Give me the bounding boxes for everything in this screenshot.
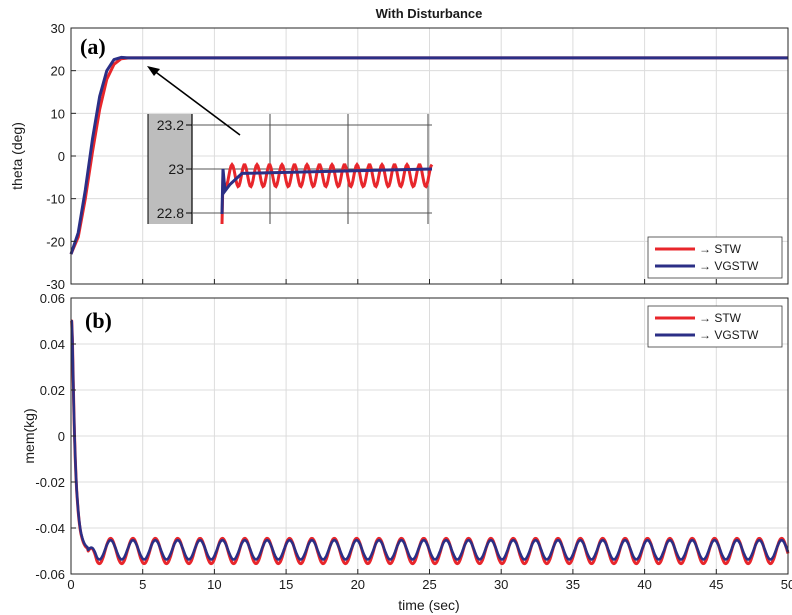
panel-b: 0 5 10 15 20 25 30 35 40 45 50 -0.06 -0.04 -0.02 0 0.02… (21, 291, 792, 613)
y-tick-label-a: 20 (51, 64, 65, 79)
inset-y-tick-label: 23.2 (157, 117, 184, 133)
x-tick-label: 45 (709, 577, 723, 592)
inset-axis-band (148, 114, 192, 224)
x-axis-label: time (sec) (398, 597, 459, 613)
x-tick-label: 10 (207, 577, 221, 592)
y-tick-label-a: -10 (46, 192, 65, 207)
zoom-arrow-head (147, 66, 160, 76)
x-tick-label: 35 (566, 577, 580, 592)
series-line-a-vgstw (69, 55, 788, 255)
legend-b: → STW → VGSTW (647, 305, 783, 348)
inset-series-stw (220, 162, 434, 225)
y-tick-label-b: 0.02 (40, 383, 65, 398)
x-tick-label: 40 (637, 577, 651, 592)
y-tick-label-b: 0 (58, 429, 65, 444)
y-tick-label-a: 10 (51, 106, 65, 121)
y-tick-label-b: -0.06 (35, 567, 65, 582)
y-tick-label-b: 0.04 (40, 337, 65, 352)
y-tick-label-a: 0 (58, 149, 65, 164)
x-tick-label: 0 (67, 577, 74, 592)
x-tick-label: 20 (351, 577, 365, 592)
y-axis-label-b: mem(kg) (21, 408, 37, 463)
panel-a: -30 -20 -10 0 10 20 30 With Disturbance theta … (9, 6, 789, 292)
zoom-arrow (152, 69, 241, 136)
y-tick-label-b: -0.02 (35, 475, 65, 490)
legend-a-stw: → STW (699, 242, 742, 256)
panel-label-b: (b) (85, 308, 112, 333)
legend-a-vgstw: → VGSTW (699, 259, 759, 273)
legend-b-vgstw: → VGSTW (699, 328, 759, 342)
y-tick-label-b: 0.06 (40, 291, 65, 306)
x-tick-label: 5 (139, 577, 146, 592)
y-tick-label-a: -30 (46, 277, 65, 292)
x-tick-label: 50 (781, 577, 792, 592)
zoom-inset: 23.2 23 22.8 (147, 114, 434, 225)
x-tick-label: 15 (279, 577, 293, 592)
y-tick-label-a: 30 (51, 21, 65, 36)
y-tick-label-b: -0.04 (35, 521, 65, 536)
panel-label-a: (a) (80, 34, 106, 59)
series-line-b-vgstw (70, 319, 790, 561)
legend-a: → STW → VGSTW (647, 236, 783, 279)
y-axis-label-a: theta (deg) (9, 122, 25, 190)
chart-title: With Disturbance (376, 6, 483, 21)
inset-y-tick-label: 23 (168, 161, 184, 177)
inset-y-tick-label: 22.8 (157, 205, 184, 221)
legend-b-stw: → STW (699, 311, 742, 325)
y-tick-label-a: -20 (46, 234, 65, 249)
inset-series-vgstw (220, 167, 433, 215)
x-tick-label: 30 (494, 577, 508, 592)
x-tick-label: 25 (422, 577, 436, 592)
